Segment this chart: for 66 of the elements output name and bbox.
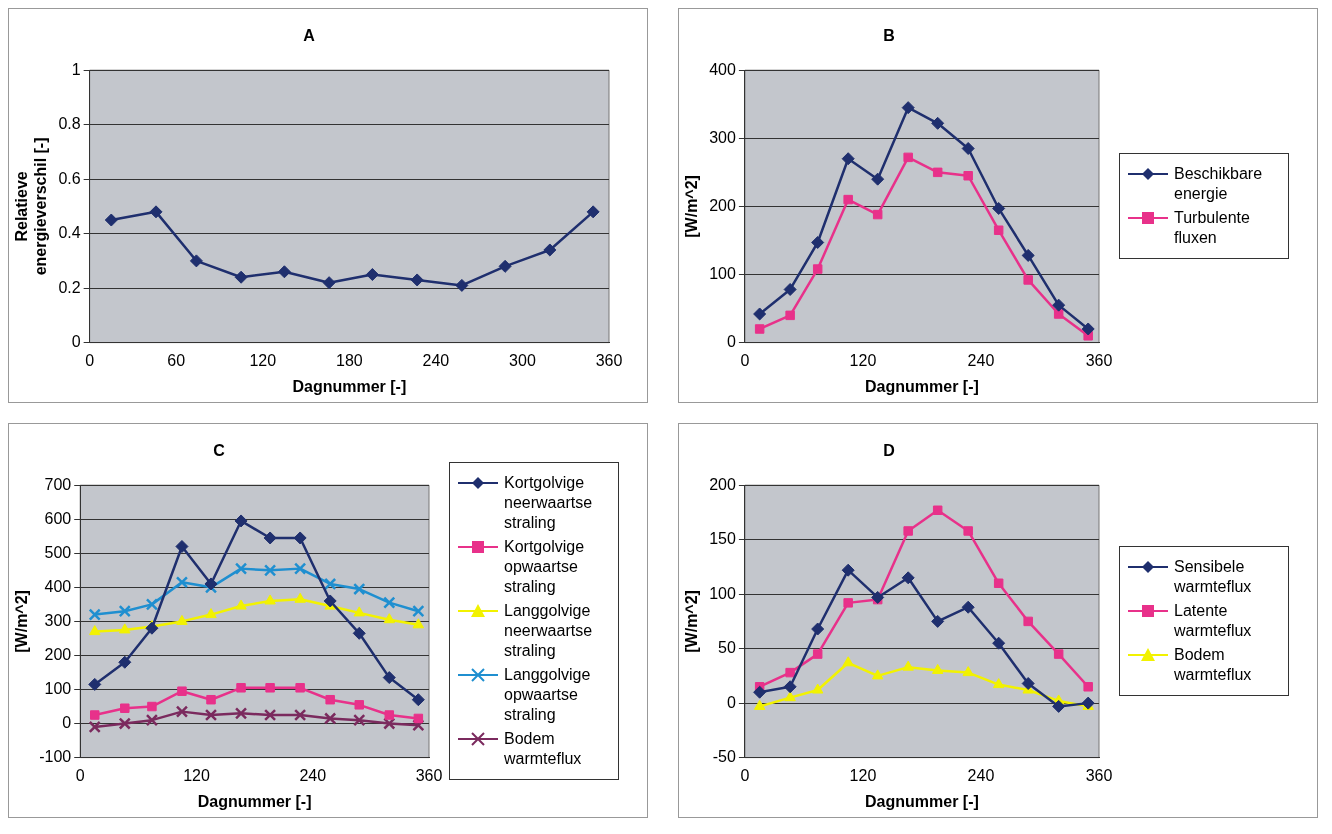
y-tick-label: 0 [62,713,72,731]
chart-title: B [883,26,895,44]
y-tick-label: 0 [726,332,736,350]
x-tick-label: 300 [509,351,536,369]
legend-label: Kortgolvige opwaartse straling [504,536,586,597]
y-tick-label: 400 [44,577,72,595]
y-tick-label: 0.6 [58,169,81,187]
x-tick-label: 0 [85,351,95,369]
x-axis-title: Dagnummer [-] [292,377,407,395]
x-axis-title: Dagnummer [-] [865,792,979,810]
y-tick-label: -50 [712,747,736,765]
x-tick-label: 0 [740,766,750,784]
y-axis-title: Relatieve energieverschil [-] [13,136,50,275]
chart-title: A [303,26,316,44]
chart-title: C [213,441,226,459]
y-tick-label: 300 [709,128,736,146]
y-tick-label: 0 [71,332,81,350]
legend-label: Langgolvige neerwaartse straling [504,600,594,661]
x-tick-label: 240 [422,351,450,369]
y-tick-label: 150 [709,529,736,547]
y-tick-label: 1 [71,60,81,78]
x-axis-title: Dagnummer [-] [197,792,312,810]
y-tick-label: 0 [726,693,736,711]
x-tick-label: 240 [967,351,995,369]
x-tick-label: 360 [415,766,443,784]
y-tick-label: 0.4 [58,223,81,241]
y-tick-label: 100 [709,584,736,602]
y-tick-label: 600 [44,509,72,527]
x-tick-label: 120 [849,351,877,369]
y-tick-label: 200 [44,645,72,663]
y-tick-label: 200 [709,475,736,493]
x-tick-label: 240 [967,766,995,784]
y-tick-label: 700 [44,475,72,493]
x-tick-label: 240 [299,766,327,784]
legend-label: Beschikbare energie [1174,163,1264,204]
y-tick-label: 200 [709,196,736,214]
y-axis-title: [W/m^2] [683,589,701,653]
x-tick-label: 180 [335,351,363,369]
y-tick-label: 500 [44,543,72,561]
y-tick-label: -100 [39,747,72,765]
x-tick-label: 0 [740,351,750,369]
y-tick-label: 0.8 [58,114,81,132]
x-tick-label: 120 [849,766,877,784]
x-tick-label: 120 [249,351,277,369]
x-tick-label: 360 [1085,766,1113,784]
y-tick-label: 0.2 [58,278,81,296]
y-axis-title: [W/m^2] [683,174,701,238]
chart-title: D [883,441,895,459]
y-axis-title: [W/m^2] [13,589,31,653]
x-tick-label: 360 [1085,351,1113,369]
x-axis-title: Dagnummer [-] [865,377,979,395]
x-tick-label: 360 [595,351,623,369]
legend-label: Latente warmteflux [1174,600,1253,641]
legend-label: Bodem warmteflux [1174,644,1253,685]
y-tick-label: 300 [44,611,72,629]
legend-label: Sensibele warmteflux [1174,556,1253,597]
legend-label: Bodem warmteflux [504,728,583,769]
x-tick-label: 60 [167,351,186,369]
x-tick-label: 120 [183,766,210,784]
y-tick-label: 400 [709,60,736,78]
y-tick-label: 100 [44,679,72,697]
legend-label: Turbulente fluxen [1174,207,1251,248]
y-tick-label: 100 [709,264,736,282]
legend-label: Langgolvige opwaartse straling [504,664,592,725]
y-tick-label: 50 [718,638,736,656]
legend-label: Kortgolvige neerwaartse straling [504,472,594,533]
